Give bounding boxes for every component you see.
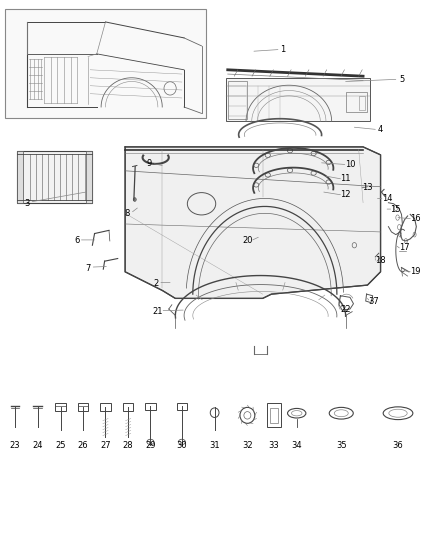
Text: 30: 30	[177, 441, 187, 450]
Ellipse shape	[133, 198, 136, 201]
Bar	[123, 403, 134, 411]
Text: 21: 21	[152, 307, 163, 316]
Text: 19: 19	[410, 268, 421, 276]
Text: 34: 34	[291, 441, 302, 450]
Text: 18: 18	[375, 256, 386, 264]
Text: 5: 5	[400, 75, 405, 84]
Text: 31: 31	[209, 441, 220, 450]
Bar	[359, 96, 365, 110]
Bar	[100, 403, 111, 411]
Bar	[17, 151, 92, 203]
Text: 15: 15	[391, 205, 401, 214]
Bar	[78, 403, 88, 411]
Text: 26: 26	[78, 441, 88, 450]
Text: 33: 33	[268, 441, 279, 450]
Bar	[177, 402, 187, 410]
Text: 12: 12	[340, 190, 351, 199]
Text: 11: 11	[340, 174, 351, 183]
Bar	[145, 402, 155, 410]
Bar	[17, 151, 23, 203]
Text: 1: 1	[280, 45, 285, 54]
Bar	[346, 92, 367, 112]
Text: 25: 25	[55, 441, 66, 450]
Text: 22: 22	[340, 304, 351, 313]
Bar	[267, 403, 281, 427]
Text: 10: 10	[345, 160, 355, 169]
Text: 9: 9	[147, 159, 152, 168]
Text: 28: 28	[123, 441, 134, 450]
Text: 29: 29	[145, 441, 155, 450]
Text: 3: 3	[24, 199, 30, 208]
Bar	[86, 151, 92, 203]
Text: 24: 24	[32, 441, 43, 450]
Text: 35: 35	[336, 441, 346, 450]
Text: 4: 4	[378, 125, 383, 134]
Text: 14: 14	[382, 194, 392, 203]
Bar	[270, 408, 278, 423]
Text: 2: 2	[153, 279, 158, 288]
Text: 23: 23	[10, 441, 21, 450]
Polygon shape	[125, 147, 381, 298]
Text: 6: 6	[74, 237, 80, 246]
Text: 13: 13	[362, 183, 373, 192]
Text: 37: 37	[369, 296, 379, 305]
Bar	[228, 82, 247, 119]
Bar	[55, 403, 66, 411]
Text: 17: 17	[399, 244, 410, 253]
Bar	[5, 9, 206, 118]
Text: 36: 36	[392, 441, 403, 450]
Bar	[226, 78, 370, 122]
Text: 20: 20	[242, 237, 253, 246]
Text: 8: 8	[125, 209, 130, 218]
Text: 16: 16	[410, 214, 421, 223]
Text: 7: 7	[85, 264, 91, 272]
Text: 27: 27	[100, 441, 111, 450]
Text: 32: 32	[242, 441, 253, 450]
